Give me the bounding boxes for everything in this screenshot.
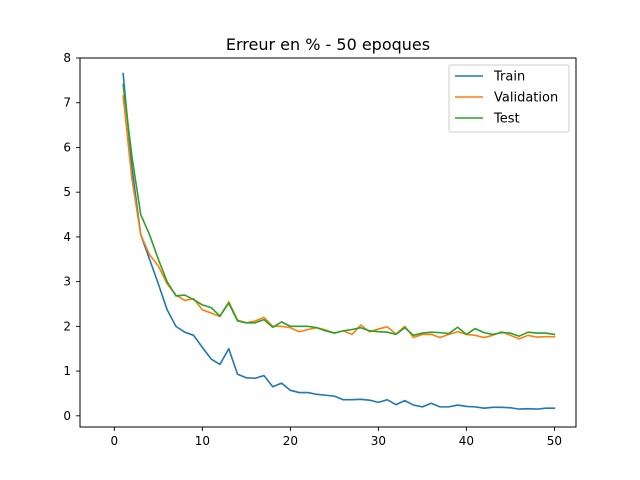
y-tick-label: 0 xyxy=(63,409,71,423)
chart-title: Erreur en % - 50 epoques xyxy=(226,35,430,54)
y-tick-label: 4 xyxy=(63,230,71,244)
y-tick-label: 3 xyxy=(63,275,71,289)
x-tick-label: 0 xyxy=(111,434,119,448)
x-tick-label: 50 xyxy=(547,434,562,448)
legend-box xyxy=(448,64,570,133)
plot-lines xyxy=(122,72,556,410)
x-axis: 0 10 20 30 40 50 xyxy=(111,427,562,448)
y-tick-label: 2 xyxy=(63,319,71,333)
y-tick-label: 8 xyxy=(63,51,71,65)
legend-label-train: Train xyxy=(493,70,525,85)
legend: Train Validation Test xyxy=(448,64,570,133)
series-line-test xyxy=(122,83,556,338)
series-line-train xyxy=(122,72,556,410)
x-tick-label: 20 xyxy=(283,434,298,448)
x-tick-label: 30 xyxy=(371,434,386,448)
plot-frame xyxy=(79,57,577,428)
y-tick-label: 6 xyxy=(63,140,71,154)
y-tick-label: 5 xyxy=(63,185,71,199)
x-tick-label: 40 xyxy=(459,434,474,448)
y-axis: 0 1 2 3 4 5 6 7 8 xyxy=(63,51,80,423)
y-tick-label: 7 xyxy=(63,96,71,110)
x-tick-label: 10 xyxy=(195,434,210,448)
legend-label-validation: Validation xyxy=(494,91,558,106)
legend-label-test: Test xyxy=(493,112,520,127)
y-tick-label: 1 xyxy=(63,364,71,378)
